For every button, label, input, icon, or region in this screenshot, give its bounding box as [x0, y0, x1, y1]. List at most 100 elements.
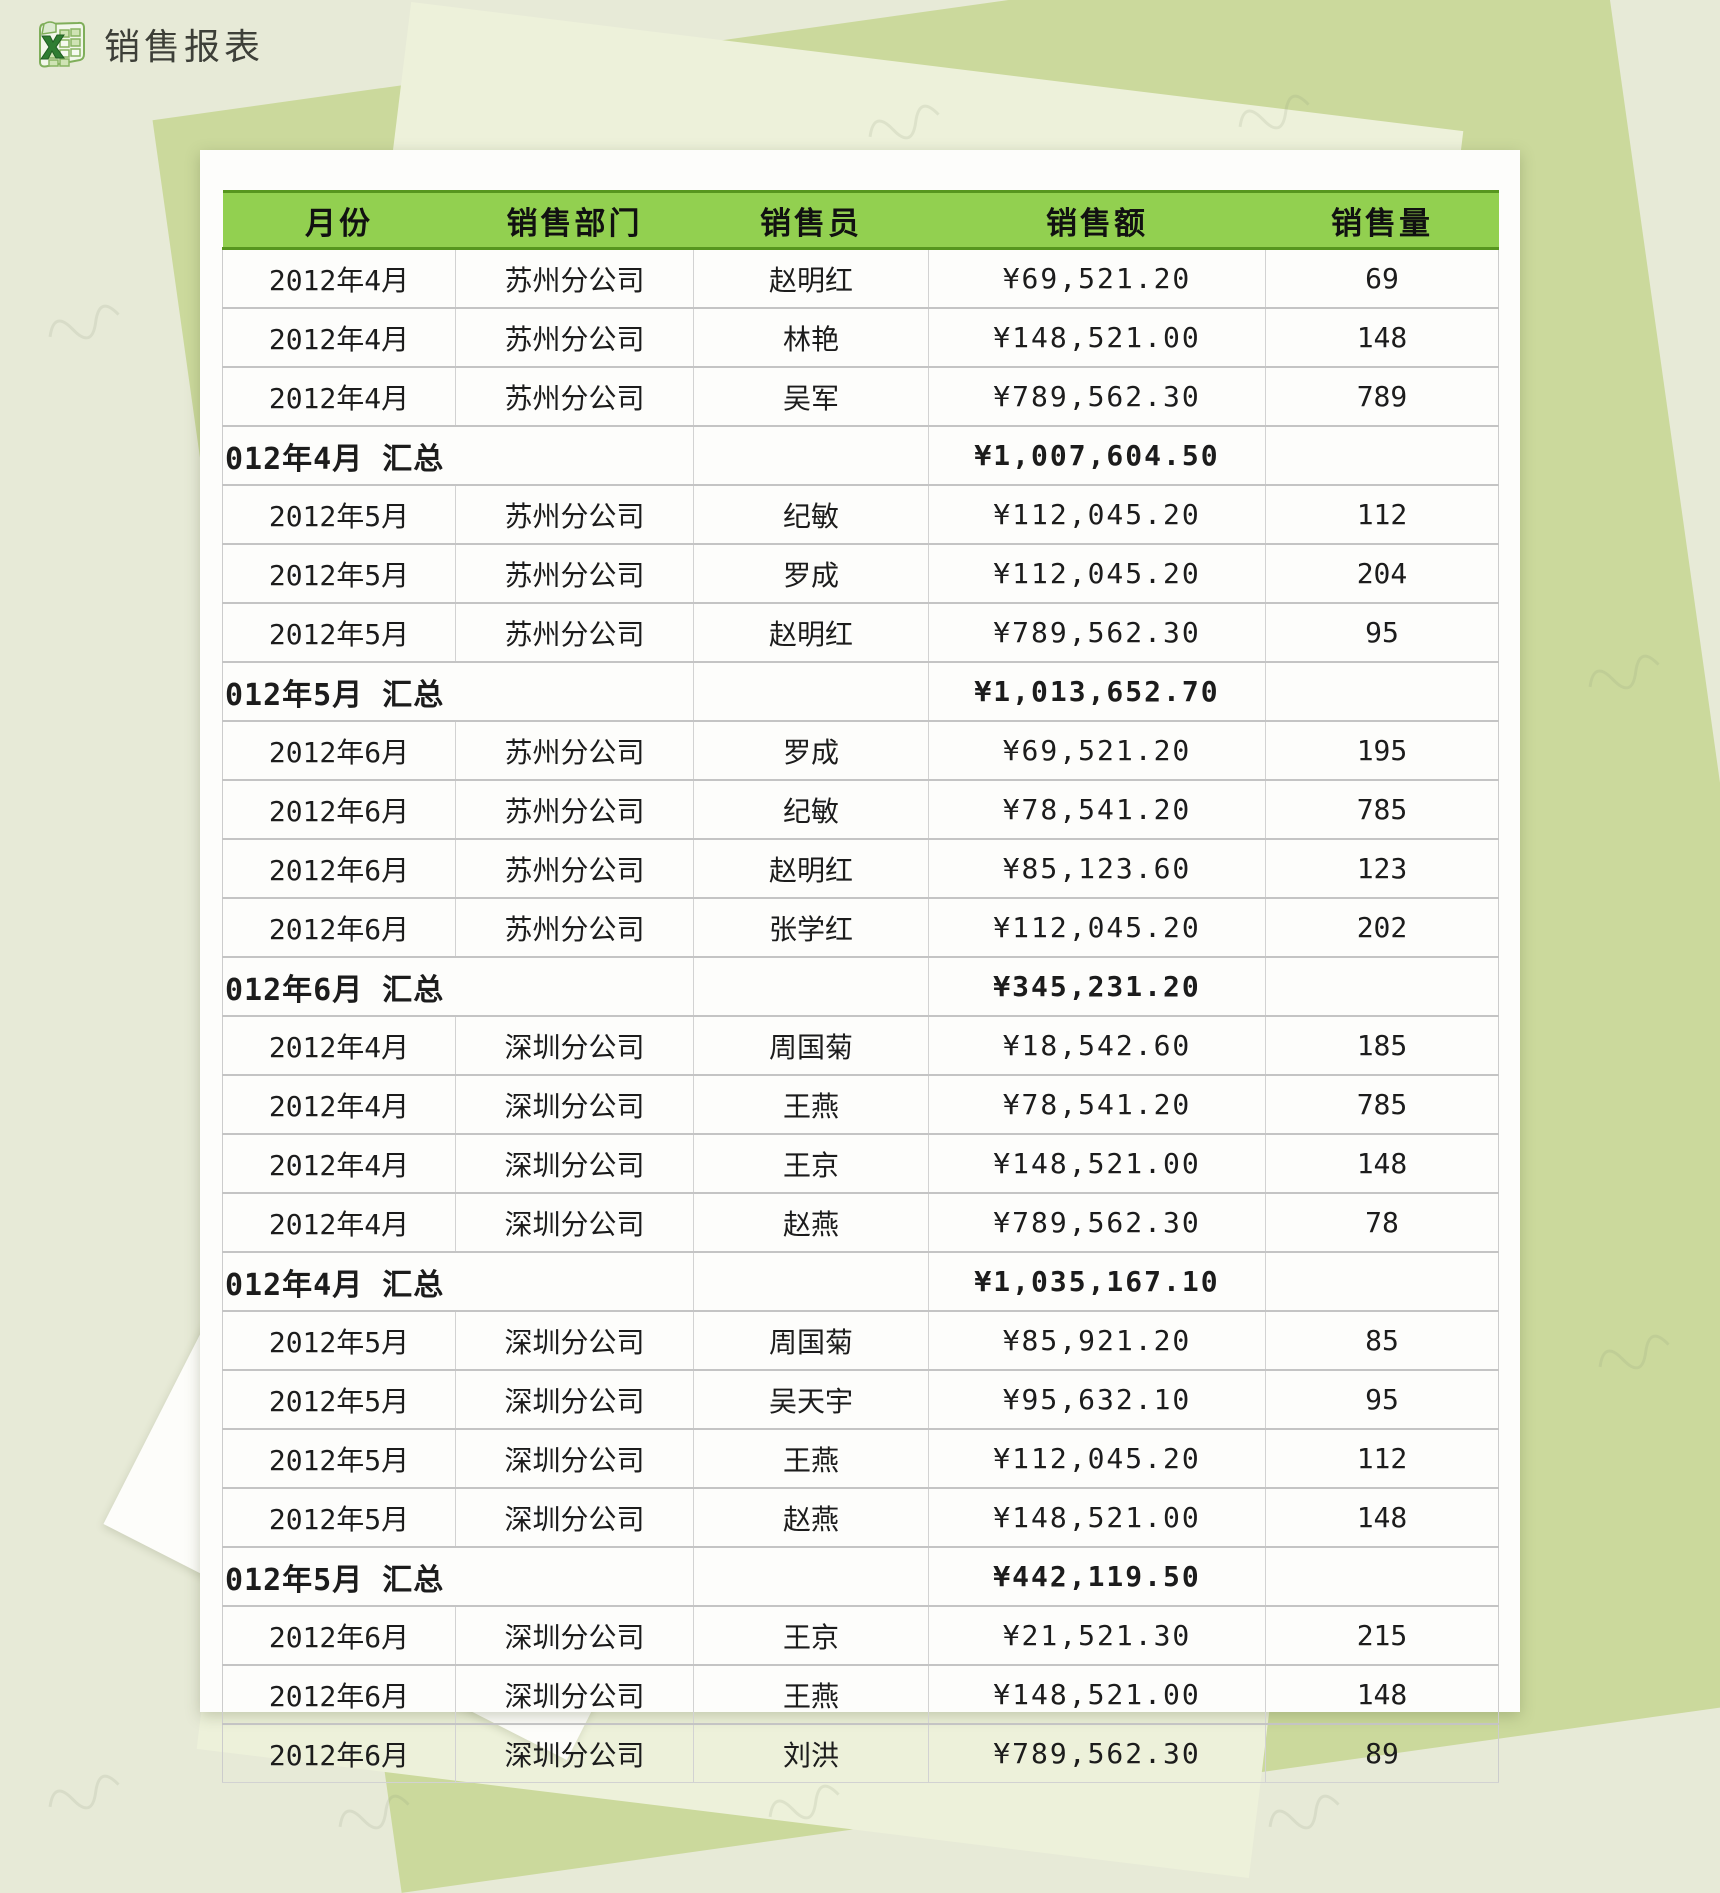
month-cell: 2012年4月: [222, 1192, 456, 1253]
salesperson-cell: 罗成: [693, 720, 929, 781]
salesperson-cell: 刘洪: [693, 1723, 929, 1783]
quantity-cell: 204: [1265, 543, 1499, 604]
salesperson-cell: 王京: [693, 1133, 929, 1194]
department-cell: 苏州分公司: [455, 543, 694, 604]
table-row: 2012年4月 苏州分公司 林艳 ¥148,521.00 148: [222, 307, 1499, 368]
quantity-cell: 95: [1265, 1369, 1499, 1430]
department-cell: 苏州分公司: [455, 366, 694, 427]
quantity-cell: [1265, 661, 1499, 722]
table-row: 2012年5月 苏州分公司 罗成 ¥112,045.20 204: [222, 543, 1499, 604]
department-cell: 苏州分公司: [455, 897, 694, 958]
summary-label-cell: 012年5月 汇总: [222, 1546, 694, 1607]
amount-cell: ¥95,632.10: [928, 1369, 1266, 1430]
amount-cell: ¥442,119.50: [928, 1546, 1266, 1607]
table-row: 2012年6月 苏州分公司 纪敏 ¥78,541.20 785: [222, 779, 1499, 840]
month-cell: 2012年5月: [222, 1369, 456, 1430]
salesperson-cell: 林艳: [693, 307, 929, 368]
quantity-cell: 785: [1265, 779, 1499, 840]
salesperson-cell: [693, 1251, 929, 1312]
salesperson-cell: 周国菊: [693, 1310, 929, 1371]
quantity-cell: 202: [1265, 897, 1499, 958]
month-cell: 2012年6月: [222, 720, 456, 781]
salesperson-cell: 赵明红: [693, 247, 929, 309]
month-cell: 2012年6月: [222, 1664, 456, 1725]
quantity-cell: 95: [1265, 602, 1499, 663]
department-cell: 深圳分公司: [455, 1133, 694, 1194]
table-row: 2012年6月 深圳分公司 刘洪 ¥789,562.30 89: [222, 1723, 1499, 1783]
department-cell: 苏州分公司: [455, 720, 694, 781]
quantity-cell: 148: [1265, 1487, 1499, 1548]
quantity-cell: 112: [1265, 1428, 1499, 1489]
quantity-cell: 148: [1265, 307, 1499, 368]
watermark-squiggle: [1268, 1794, 1340, 1830]
table-row: 2012年5月 深圳分公司 周国菊 ¥85,921.20 85: [222, 1310, 1499, 1371]
watermark-squiggle: [48, 304, 120, 340]
summary-row: 012年6月 汇总 ¥345,231.20: [222, 956, 1499, 1017]
amount-cell: ¥148,521.00: [928, 1664, 1266, 1725]
amount-cell: ¥1,007,604.50: [928, 425, 1266, 486]
table-row: 2012年6月 苏州分公司 赵明红 ¥85,123.60 123: [222, 838, 1499, 899]
quantity-cell: 785: [1265, 1074, 1499, 1135]
quantity-cell: 185: [1265, 1015, 1499, 1076]
salesperson-cell: [693, 1546, 929, 1607]
month-cell: 2012年5月: [222, 602, 456, 663]
table-row: 2012年4月 深圳分公司 王燕 ¥78,541.20 785: [222, 1074, 1499, 1135]
salesperson-cell: 罗成: [693, 543, 929, 604]
month-cell: 2012年6月: [222, 838, 456, 899]
month-cell: 2012年6月: [222, 779, 456, 840]
salesperson-cell: 赵燕: [693, 1487, 929, 1548]
table-row: 2012年6月 苏州分公司 罗成 ¥69,521.20 195: [222, 720, 1499, 781]
amount-cell: ¥1,013,652.70: [928, 661, 1266, 722]
summary-label-cell: 012年6月 汇总: [222, 956, 694, 1017]
salesperson-cell: 王燕: [693, 1074, 929, 1135]
department-cell: 苏州分公司: [455, 484, 694, 545]
table-row: 2012年5月 深圳分公司 吴天宇 ¥95,632.10 95: [222, 1369, 1499, 1430]
table-header: 月份 销售部门 销售员 销售额 销售量: [222, 190, 1499, 250]
amount-cell: ¥112,045.20: [928, 484, 1266, 545]
salesperson-cell: [693, 425, 929, 486]
table-row: 2012年4月 苏州分公司 赵明红 ¥69,521.20 69: [222, 247, 1499, 309]
month-cell: 2012年4月: [222, 1074, 456, 1135]
department-cell: 苏州分公司: [455, 602, 694, 663]
amount-cell: ¥78,541.20: [928, 779, 1266, 840]
summary-row: 012年5月 汇总 ¥1,013,652.70: [222, 661, 1499, 722]
summary-row: 012年4月 汇总 ¥1,007,604.50: [222, 425, 1499, 486]
salesperson-cell: [693, 661, 929, 722]
month-cell: 2012年4月: [222, 1015, 456, 1076]
column-header-3: 销售额: [928, 190, 1266, 250]
summary-label-cell: 012年4月 汇总: [222, 1251, 694, 1312]
department-cell: 深圳分公司: [455, 1605, 694, 1666]
salesperson-cell: 王燕: [693, 1664, 929, 1725]
table-row: 2012年6月 苏州分公司 张学红 ¥112,045.20 202: [222, 897, 1499, 958]
header-row: 月份 销售部门 销售员 销售额 销售量: [222, 190, 1499, 250]
table-row: 2012年4月 深圳分公司 赵燕 ¥789,562.30 78: [222, 1192, 1499, 1253]
salesperson-cell: 王京: [693, 1605, 929, 1666]
quantity-cell: 78: [1265, 1192, 1499, 1253]
table-body: 2012年4月 苏州分公司 赵明红 ¥69,521.20 69 2012年4月 苏州分公司林…: [222, 247, 1499, 1783]
department-cell: 深圳分公司: [455, 1664, 694, 1725]
amount-cell: ¥1,035,167.10: [928, 1251, 1266, 1312]
summary-label-cell: 012年4月 汇总: [222, 425, 694, 486]
amount-cell: ¥69,521.20: [928, 720, 1266, 781]
salesperson-cell: [693, 956, 929, 1017]
department-cell: 苏州分公司: [455, 307, 694, 368]
column-header-1: 销售部门: [455, 190, 694, 250]
amount-cell: ¥789,562.30: [928, 602, 1266, 663]
quantity-cell: [1265, 956, 1499, 1017]
salesperson-cell: 吴天宇: [693, 1369, 929, 1430]
month-cell: 2012年5月: [222, 1310, 456, 1371]
amount-cell: ¥18,542.60: [928, 1015, 1266, 1076]
quantity-cell: 148: [1265, 1133, 1499, 1194]
table-row: 2012年5月 苏州分公司 纪敏 ¥112,045.20 112: [222, 484, 1499, 545]
quantity-cell: 123: [1265, 838, 1499, 899]
watermark-squiggle: [48, 1774, 120, 1810]
column-header-0: 月份: [222, 190, 456, 250]
month-cell: 2012年4月: [222, 366, 456, 427]
month-cell: 2012年4月: [222, 307, 456, 368]
column-header-4: 销售量: [1265, 190, 1499, 250]
salesperson-cell: 王燕: [693, 1428, 929, 1489]
salesperson-cell: 周国菊: [693, 1015, 929, 1076]
quantity-cell: 215: [1265, 1605, 1499, 1666]
department-cell: 深圳分公司: [455, 1310, 694, 1371]
quantity-cell: [1265, 425, 1499, 486]
